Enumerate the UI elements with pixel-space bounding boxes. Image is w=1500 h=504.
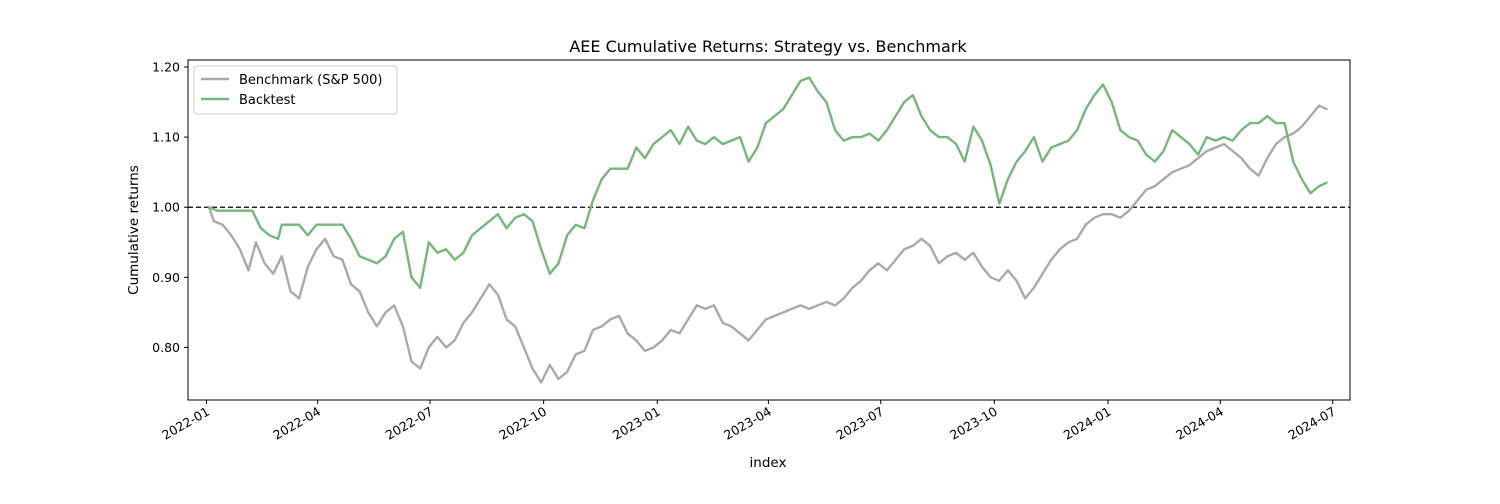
x-tick-label: 2023-07: [834, 404, 887, 443]
plot-frame: [187, 59, 1351, 401]
y-tick-label: 1.20: [152, 60, 180, 75]
y-tick-label: 1.10: [152, 130, 180, 145]
x-tick-label: 2023-10: [947, 404, 1000, 443]
legend-label-benchmark: Benchmark (S&P 500): [239, 73, 383, 88]
series-line-benchmark: [207, 104, 1328, 384]
x-axis-label: index: [750, 455, 787, 471]
x-tick-label: 2022-04: [270, 404, 323, 443]
x-tick-label: 2024-07: [1285, 404, 1338, 443]
x-tick-label: 2023-04: [721, 404, 774, 443]
x-tick-label: 2022-01: [159, 404, 212, 443]
legend: Benchmark (S&P 500) Backtest: [193, 65, 398, 115]
y-tick-label: 1.00: [152, 200, 180, 215]
x-axis: 2022-01 2022-04 2022-07 2022-10 2023-01 2023-…: [159, 400, 1338, 443]
x-tick-label: 2022-07: [383, 404, 436, 443]
y-tick-label: 0.80: [152, 340, 180, 355]
legend-box: [193, 65, 398, 115]
series-line-backtest: [207, 76, 1328, 289]
chart-title: AEE Cumulative Returns: Strategy vs. Ben…: [569, 37, 967, 56]
legend-label-backtest: Backtest: [239, 93, 296, 108]
x-tick-label: 2023-01: [610, 404, 663, 443]
y-axis: 0.80 0.90 1.00 1.10 1.20: [152, 60, 188, 355]
x-tick-label: 2024-04: [1173, 404, 1226, 443]
x-tick-label: 2022-10: [496, 404, 549, 443]
plot-area: [188, 76, 1350, 384]
y-axis-label: Cumulative returns: [126, 165, 142, 295]
y-tick-label: 0.90: [152, 270, 180, 285]
x-tick-label: 2024-01: [1061, 404, 1114, 443]
